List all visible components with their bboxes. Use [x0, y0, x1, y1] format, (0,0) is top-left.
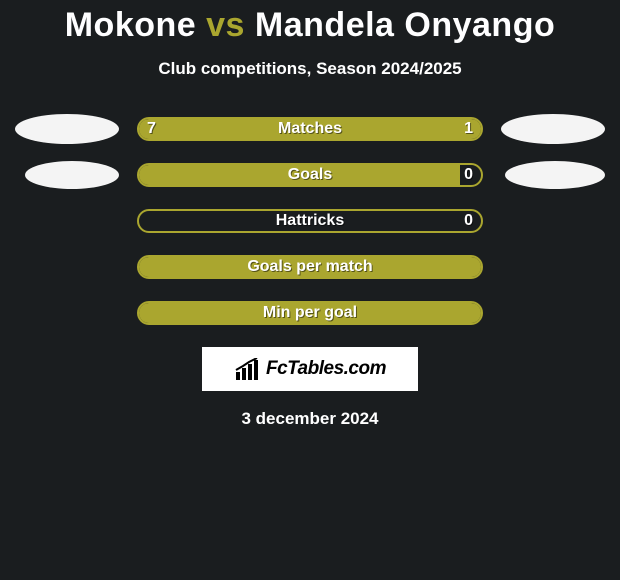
page-title: Mokone vs Mandela Onyango: [0, 6, 620, 45]
player2-name: Mandela Onyango: [255, 6, 555, 44]
avatar-slot-right: [501, 255, 611, 279]
stat-bar: 7Matches1: [137, 117, 483, 141]
comparison-widget: Mokone vs Mandela Onyango Club competiti…: [0, 0, 620, 429]
player2-avatar[interactable]: [501, 114, 605, 144]
stat-bar: Hattricks0: [137, 209, 483, 233]
vs-separator: vs: [206, 6, 245, 44]
player1-avatar[interactable]: [25, 161, 119, 189]
bar-fill-right: [406, 119, 481, 139]
avatar-slot-left: [9, 209, 119, 233]
avatar-slot-left: [9, 117, 119, 141]
date-label: 3 december 2024: [0, 409, 620, 429]
stat-bar: Goals0: [137, 163, 483, 187]
stat-value-right: 0: [464, 166, 473, 184]
stat-row: Goals0: [0, 163, 620, 187]
stats-rows: 7Matches1Goals0Hattricks0Goals per match…: [0, 117, 620, 325]
stat-label: Hattricks: [139, 212, 481, 230]
stat-row: 7Matches1: [0, 117, 620, 141]
bar-fill-left: [139, 165, 460, 185]
avatar-slot-right: [501, 209, 611, 233]
bar-fill-left: [139, 119, 406, 139]
brand-text: FcTables.com: [266, 358, 386, 380]
bar-fill-left: [139, 257, 481, 277]
subtitle: Club competitions, Season 2024/2025: [0, 59, 620, 79]
stat-value-right: 0: [464, 212, 473, 230]
avatar-slot-left: [9, 255, 119, 279]
stat-row: Hattricks0: [0, 209, 620, 233]
avatar-slot-left: [9, 301, 119, 325]
brand-box[interactable]: FcTables.com: [202, 347, 418, 391]
player2-avatar[interactable]: [505, 161, 605, 189]
stat-bar: Goals per match: [137, 255, 483, 279]
brand-chart-icon: [234, 358, 262, 380]
stat-bar: Min per goal: [137, 301, 483, 325]
stat-row: Goals per match: [0, 255, 620, 279]
avatar-slot-left: [9, 163, 119, 187]
avatar-slot-right: [501, 163, 611, 187]
avatar-slot-right: [501, 301, 611, 325]
player1-name: Mokone: [65, 6, 196, 44]
stat-row: Min per goal: [0, 301, 620, 325]
player1-avatar[interactable]: [15, 114, 119, 144]
avatar-slot-right: [501, 117, 611, 141]
bar-fill-left: [139, 303, 481, 323]
